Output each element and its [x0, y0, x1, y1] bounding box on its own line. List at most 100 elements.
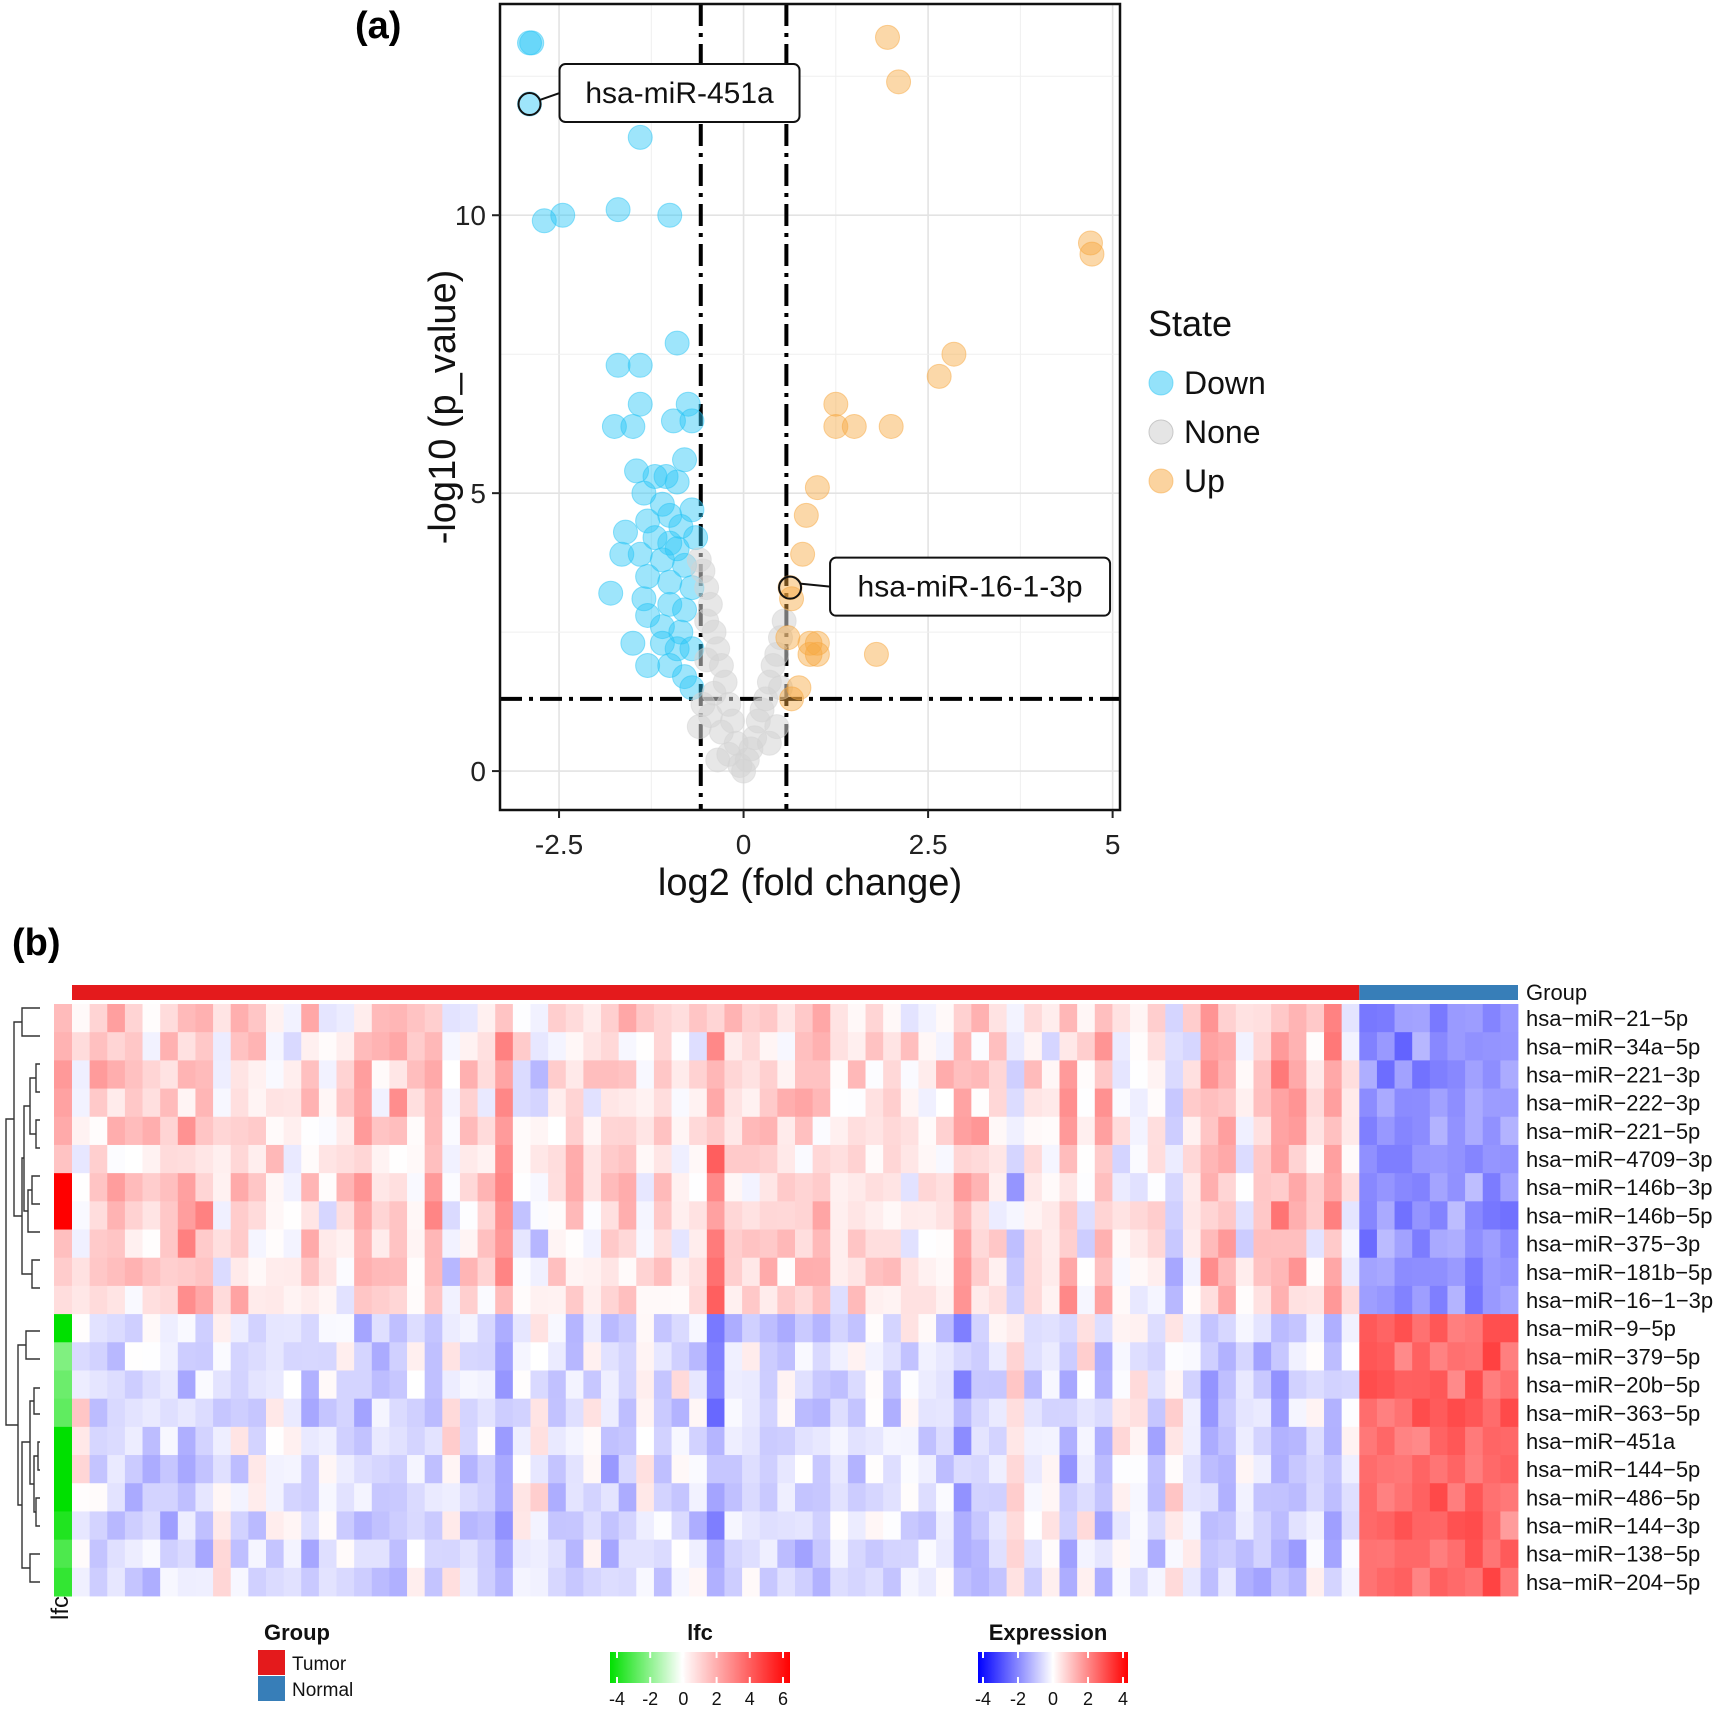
heatmap-cell: [72, 1285, 91, 1315]
heatmap-cell: [354, 1455, 373, 1484]
heatmap-cell: [160, 1539, 179, 1569]
heatmap-cell: [1112, 1342, 1131, 1371]
heatmap-cell: [1253, 1257, 1272, 1287]
heatmap-cell: [847, 1060, 866, 1089]
heatmap-cell: [301, 1539, 320, 1569]
heatmap-cell: [1130, 1370, 1149, 1400]
heatmap-cell: [1271, 1032, 1290, 1061]
heatmap-cell: [265, 1201, 285, 1230]
heatmap-cell: [636, 1144, 655, 1174]
heatmap-cell: [1059, 1398, 1078, 1428]
heatmap-cell: [936, 1426, 955, 1456]
heatmap-cell: [1306, 1116, 1325, 1146]
heatmap-cell: [89, 1455, 108, 1484]
heatmap-cell: [195, 1342, 214, 1371]
heatmap-cell: [1130, 1539, 1149, 1569]
heatmap-cell: [918, 1060, 937, 1089]
heatmap-cell: [1359, 1314, 1378, 1343]
heatmap-cell: [918, 1173, 937, 1202]
heatmap-cell: [1165, 1483, 1184, 1512]
heatmap-cell: [1341, 1314, 1360, 1343]
heatmap-cell: [336, 1201, 355, 1230]
heatmap-cell: [1412, 1483, 1431, 1512]
heatmap-cell: [565, 1285, 584, 1315]
heatmap-cell: [424, 1144, 443, 1174]
heatmap-cell: [601, 1567, 620, 1597]
heatmap-cell: [777, 1398, 796, 1428]
point-none: [686, 714, 712, 740]
heatmap-cell: [160, 1229, 179, 1259]
heatmap-cell: [177, 1229, 196, 1259]
heatmap-cell: [1147, 1032, 1166, 1061]
legend-down-swatch: [1148, 370, 1174, 396]
heatmap-cell: [1412, 1004, 1431, 1033]
heatmap-cell: [636, 1314, 655, 1343]
heatmap-cell: [336, 1426, 355, 1456]
heatmap-cell: [759, 1173, 778, 1202]
heatmap-cell: [1412, 1257, 1431, 1287]
heatmap-cell: [407, 1483, 426, 1512]
lfc-cell: [54, 1370, 72, 1400]
heatmap-cell: [89, 1060, 108, 1089]
heatmap-cell: [565, 1342, 584, 1371]
heatmap-cell: [1218, 1455, 1237, 1484]
heatmap-cell: [936, 1088, 955, 1118]
heatmap-cell: [742, 1088, 761, 1118]
heatmap-cell: [1165, 1539, 1184, 1569]
heatmap-cell: [1447, 1257, 1466, 1287]
heatmap-cell: [1500, 1257, 1519, 1287]
heatmap-cell: [230, 1455, 249, 1484]
heatmap-cell: [548, 1257, 567, 1287]
heatmap-cell: [1041, 1201, 1060, 1230]
heatmap-cell: [830, 1398, 849, 1428]
heatmap-cell: [1412, 1398, 1431, 1428]
heatmap-cell: [742, 1032, 761, 1061]
point-down: [657, 202, 683, 228]
heatmap-cell: [495, 1060, 514, 1089]
legend-down-label: Down: [1184, 365, 1266, 401]
heatmap-cell: [865, 1201, 884, 1230]
heatmap-cell: [548, 1370, 567, 1400]
heatmap-cell: [142, 1314, 161, 1343]
heatmap-cell: [1182, 1314, 1201, 1343]
heatmap-cell: [918, 1511, 937, 1541]
heatmap-cell: [389, 1060, 408, 1089]
heatmap-cell: [1253, 1426, 1272, 1456]
heatmap-cell: [936, 1060, 955, 1089]
heatmap-cell: [1112, 1426, 1131, 1456]
heatmap-cell: [883, 1342, 902, 1371]
heatmap-cell: [1077, 1426, 1096, 1456]
heatmap-cell: [1253, 1342, 1272, 1371]
heatmap-cell: [301, 1455, 320, 1484]
heatmap-cell: [1059, 1201, 1078, 1230]
heatmap-cell: [442, 1314, 461, 1343]
heatmap-cell: [1112, 1060, 1131, 1089]
heatmap-cell: [107, 1173, 126, 1202]
heatmap-cell: [1200, 1032, 1219, 1061]
heatmap-cell: [565, 1455, 584, 1484]
heatmap-cell: [1218, 1257, 1237, 1287]
heatmap-cell: [1059, 1004, 1078, 1033]
heatmap-cell: [1500, 1370, 1519, 1400]
heatmap-cell: [407, 1567, 426, 1597]
heatmap-cell: [1130, 1116, 1149, 1146]
heatmap-cell: [301, 1116, 320, 1146]
heatmap-cell: [1482, 1032, 1501, 1061]
heatmap-cell: [248, 1370, 267, 1400]
heatmap-cell: [477, 1060, 496, 1089]
heatmap-cell: [1447, 1229, 1466, 1259]
heatmap-cell: [795, 1342, 814, 1371]
heatmap-cell: [1324, 1116, 1343, 1146]
heatmap-cell: [213, 1567, 232, 1597]
heatmap-cell: [1165, 1060, 1184, 1089]
heatmap-cell: [1218, 1314, 1237, 1343]
heatmap-cell: [900, 1398, 919, 1428]
heatmap-cell: [1147, 1539, 1166, 1569]
heatmap-cell: [389, 1201, 408, 1230]
heatmap-cell: [1306, 1455, 1325, 1484]
heatmap-cell: [1253, 1229, 1272, 1259]
heatmap-cell: [1447, 1285, 1466, 1315]
heatmap-cell: [442, 1370, 461, 1400]
heatmap-cell: [565, 1567, 584, 1597]
heatmap-cell: [636, 1229, 655, 1259]
